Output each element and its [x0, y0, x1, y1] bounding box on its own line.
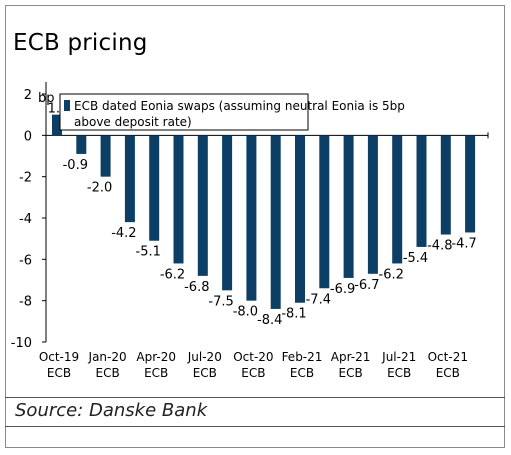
- bar: [149, 135, 160, 241]
- bar: [197, 135, 208, 276]
- legend-swatch: [64, 100, 70, 111]
- data-label: -8.1: [281, 307, 306, 322]
- bar: [173, 135, 184, 264]
- legend-label-line-1: ECB dated Eonia swaps (assuming neutral …: [74, 99, 405, 113]
- bar: [295, 135, 305, 303]
- x-tick-label: Jul-20: [187, 350, 222, 364]
- data-label: -0.9: [63, 158, 88, 173]
- x-tick-label: Oct-20: [233, 350, 273, 364]
- bar: [416, 135, 427, 247]
- chart-data-labels: 1.0-0.9-2.0-4.2-5.1-6.2-6.8-7.5-8.0-8.4-…: [48, 102, 477, 328]
- x-tick-sublabel: ECB: [290, 366, 314, 380]
- data-label: -7.5: [208, 294, 233, 309]
- chart-bars: [52, 114, 476, 309]
- data-label: -6.7: [354, 278, 379, 293]
- chart-title: ECB pricing: [13, 30, 148, 56]
- data-label: -7.4: [306, 292, 331, 307]
- chart-legend: ECB dated Eonia swaps (assuming neutral …: [59, 93, 405, 131]
- x-tick-sublabel: ECB: [47, 366, 71, 380]
- data-label: -2.0: [87, 181, 112, 196]
- data-label: -8.0: [233, 305, 258, 320]
- bar: [465, 135, 476, 233]
- data-label: -5.1: [136, 245, 161, 260]
- x-tick-sublabel: ECB: [95, 366, 119, 380]
- legend-label-line-2: above deposit rate): [74, 115, 192, 129]
- y-tick-label: -6: [19, 253, 32, 268]
- bar: [246, 135, 257, 301]
- x-tick-sublabel: ECB: [241, 366, 265, 380]
- bar: [440, 135, 451, 235]
- y-tick-label: -4: [19, 212, 32, 227]
- bar: [392, 135, 403, 264]
- data-label: -5.4: [403, 251, 428, 266]
- y-tick-label: 0: [24, 129, 32, 144]
- x-tick-sublabel: ECB: [436, 366, 460, 380]
- data-label: -6.9: [330, 282, 355, 297]
- y-unit-label: bp: [38, 91, 55, 106]
- data-label: -4.7: [451, 236, 476, 251]
- bar: [367, 135, 378, 274]
- source-top-rule: [5, 397, 505, 398]
- source-bottom-rule: [5, 426, 505, 427]
- source-note: Source: Danske Bank: [15, 400, 208, 421]
- bar: [76, 135, 87, 154]
- bar: [124, 135, 135, 223]
- bar: [343, 135, 354, 278]
- x-tick-label: Jan-20: [88, 350, 127, 364]
- bar: [270, 135, 281, 309]
- x-tick-sublabel: ECB: [338, 366, 362, 380]
- x-tick-label: Feb-21: [282, 350, 323, 364]
- x-tick-label: Jul-21: [381, 350, 416, 364]
- x-tick-sublabel: ECB: [144, 366, 168, 380]
- y-tick-label: 2: [24, 88, 32, 103]
- bar: [319, 135, 330, 289]
- x-tick-sublabel: ECB: [387, 366, 411, 380]
- x-tick-label: Apr-20: [136, 350, 176, 364]
- bar: [100, 135, 111, 177]
- data-label: -6.2: [379, 267, 404, 282]
- x-axis-labels: Oct-19 ECB Jan-20 ECB Apr-20 ECB Jul-20 ECB Oct-…: [39, 350, 468, 380]
- y-tick-label: -8: [19, 295, 32, 310]
- data-label: -8.4: [257, 313, 282, 328]
- x-tick-label: Apr-21: [331, 350, 371, 364]
- data-label: -6.2: [160, 267, 185, 282]
- x-tick-sublabel: ECB: [193, 366, 217, 380]
- chart-axes: 2 0 -2 -4 -6 -8 -10 bp: [11, 82, 489, 351]
- x-tick-label: Oct-19: [39, 350, 79, 364]
- data-label: -6.8: [184, 280, 209, 295]
- x-tick-label: Oct-21: [428, 350, 468, 364]
- y-tick-label: -10: [11, 336, 32, 351]
- bar: [222, 135, 233, 291]
- legend-box: [59, 93, 309, 131]
- y-tick-label: -2: [19, 171, 32, 186]
- data-label: -4.8: [427, 239, 452, 254]
- bar: [52, 114, 62, 136]
- data-label: -4.2: [111, 226, 136, 241]
